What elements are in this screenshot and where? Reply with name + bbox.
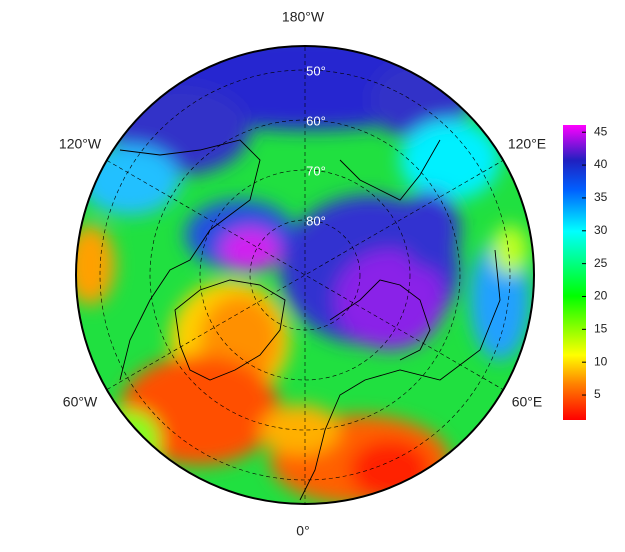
longitude-label: 180°W [282, 9, 325, 25]
latitude-label: 80° [306, 213, 326, 228]
colorbar-tick-label: 35 [594, 190, 608, 204]
longitude-label: 60°E [512, 394, 543, 410]
latitude-label: 70° [306, 163, 326, 178]
map-border [75, 45, 535, 505]
latitude-label: 50° [306, 63, 326, 78]
coastlines [119, 139, 501, 501]
colorbar-tick-label: 40 [594, 157, 608, 171]
colorbar [563, 125, 586, 420]
longitude-label: 0° [296, 523, 309, 539]
colorbar-tick-label: 10 [594, 354, 608, 368]
colorbar-tick-label: 30 [594, 223, 608, 237]
latitude-label: 60° [306, 113, 326, 128]
colorbar-tick-label: 25 [594, 256, 608, 270]
longitude-label: 120°W [59, 136, 102, 152]
map-field [76, 46, 534, 504]
colorbar-tick-label: 20 [594, 289, 608, 303]
longitude-label: 120°E [508, 136, 546, 152]
colorbar-tick-label: 15 [594, 322, 608, 336]
graticule [99, 46, 511, 504]
longitude-label: 60°W [63, 394, 98, 410]
colorbar-tick-label: 45 [594, 124, 608, 138]
colorbar-tick-label: 5 [594, 387, 601, 401]
